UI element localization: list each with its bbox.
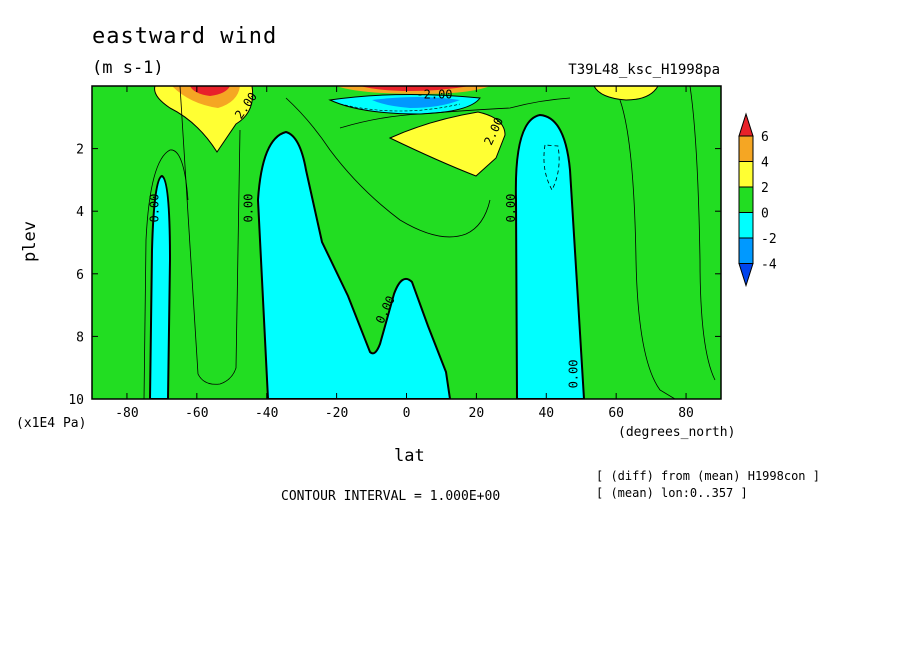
colorbar-label: 2 <box>761 181 769 196</box>
contour-line-top-dashed <box>339 103 461 112</box>
x-tick-label: 40 <box>538 406 554 421</box>
colorbar: 6 4 2 0 -2 -4 <box>738 112 777 288</box>
colorbar-swatch <box>738 237 754 264</box>
contour-line-east-far <box>689 86 716 381</box>
y-axis-unit: (x1E4 Pa) <box>16 416 87 431</box>
negative-region-east <box>514 113 586 399</box>
y-tick-label: 8 <box>76 330 84 345</box>
contour-line-east-outer <box>619 99 676 399</box>
colorbar-swatch <box>738 135 754 162</box>
contour-line-west-inner <box>143 149 189 399</box>
y-tick-label: 2 <box>76 143 84 158</box>
x-tick-label: -80 <box>115 406 138 421</box>
y-tick-label: 6 <box>76 268 84 283</box>
diff-note: [ (diff) from (mean) H1998con ] <box>596 469 820 483</box>
contour-line-west-outer <box>179 86 241 385</box>
chart-title: eastward wind <box>92 24 278 49</box>
x-axis-unit: (degrees_north) <box>618 425 736 440</box>
y-tick-label: 4 <box>76 205 84 220</box>
positive-region-upper-west-peak <box>190 86 230 96</box>
x-tick-label: 0 <box>403 406 411 421</box>
axes: -80 -60 -40 -20 0 20 40 60 80 2 4 6 8 10 <box>68 86 721 421</box>
colorbar-label: 6 <box>761 130 769 145</box>
positive-region-top-center-peak <box>360 86 470 91</box>
experiment-name: T39L48_ksc_H1998pa <box>568 62 720 78</box>
positive-region-upper-east <box>593 86 659 101</box>
contour-line-north <box>339 97 571 129</box>
colorbar-top-arrow <box>738 112 754 137</box>
x-axis-label: lat <box>394 446 425 466</box>
colorbar-label: -2 <box>761 232 777 247</box>
chart-units: (m s-1) <box>92 58 164 78</box>
x-tick-label: -60 <box>185 406 208 421</box>
contour-interval: CONTOUR INTERVAL = 1.000E+00 <box>281 489 501 504</box>
x-tick-label: 80 <box>678 406 694 421</box>
negative-region-west <box>148 174 172 399</box>
contour-label: -2.00 <box>416 88 452 102</box>
mean-note: [ (mean) lon:0..357 ] <box>596 486 748 500</box>
colorbar-swatch <box>738 161 754 188</box>
colorbar-label: 0 <box>761 207 769 222</box>
contour-label: 0.00 <box>242 194 256 223</box>
contour-label: 0.00 <box>567 360 581 389</box>
colorbar-swatch <box>738 212 754 239</box>
y-tick-label: 10 <box>68 393 84 408</box>
colorbar-swatch <box>738 186 754 213</box>
colorbar-bottom-arrow <box>738 263 754 288</box>
positive-region-subtropical <box>388 111 506 177</box>
contour-label: 0.00 <box>147 194 161 223</box>
negative-region-top-core <box>372 97 460 108</box>
contour-label: 0.00 <box>504 194 518 223</box>
contour-line-east-dashed <box>543 144 560 191</box>
x-tick-label: -20 <box>325 406 348 421</box>
colorbar-label: -4 <box>761 258 777 273</box>
contour-line-central <box>285 97 491 238</box>
colorbar-label: 4 <box>761 156 769 171</box>
x-tick-label: 60 <box>608 406 624 421</box>
negative-region-central <box>256 130 452 399</box>
x-tick-label: -40 <box>255 406 278 421</box>
contour-labels: 0.00 0.000.000.000.002.002.00-2.00 <box>147 88 580 389</box>
contour-fill-layer <box>92 86 721 399</box>
x-tick-label: 20 <box>469 406 485 421</box>
